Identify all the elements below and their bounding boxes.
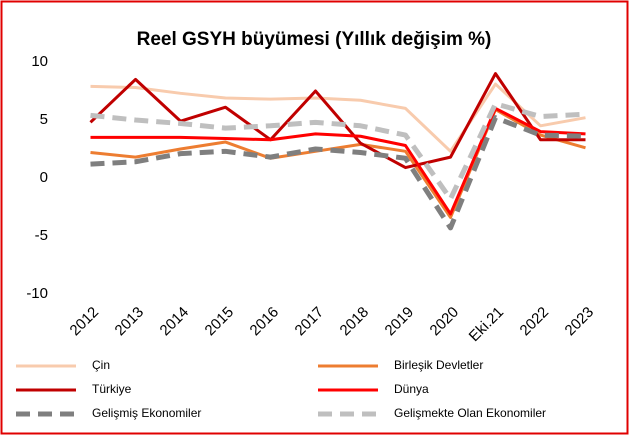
legend-label: Gelişmekte Olan Ekonomiler <box>394 406 546 420</box>
series-line <box>90 106 586 216</box>
y-tick-label: 0 <box>40 169 48 186</box>
series-line <box>90 82 586 153</box>
y-tick-label: 10 <box>31 53 48 70</box>
y-tick-label: 5 <box>40 111 48 128</box>
chart-title: Reel GSYH büyümesi (Yıllık değişim %) <box>137 29 492 50</box>
legend-label: Birleşik Devletler <box>394 358 483 372</box>
y-tick-label: -10 <box>26 285 48 302</box>
series-line <box>90 101 586 202</box>
legend-label: Türkiye <box>92 382 132 396</box>
legend-label: Dünya <box>394 382 429 396</box>
series-line <box>89 72 586 170</box>
legend-label: Gelişmiş Ekonomiler <box>92 406 201 420</box>
legend-label: Çin <box>92 358 110 372</box>
y-tick-label: -5 <box>35 227 48 244</box>
series-line <box>90 115 586 231</box>
